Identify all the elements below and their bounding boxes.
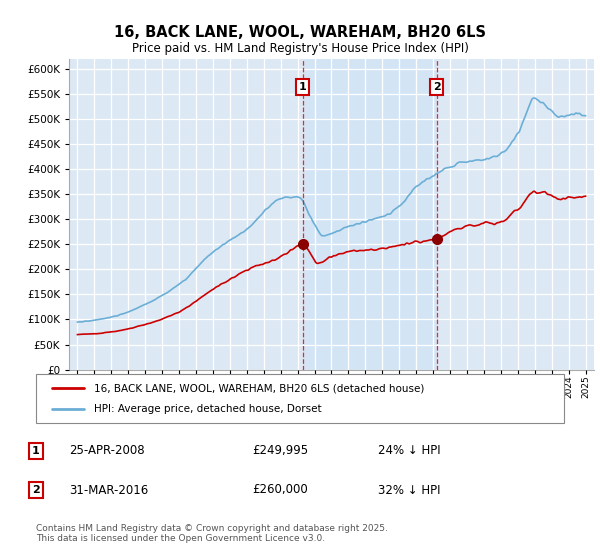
Text: 16, BACK LANE, WOOL, WAREHAM, BH20 6LS: 16, BACK LANE, WOOL, WAREHAM, BH20 6LS	[114, 25, 486, 40]
Text: 16, BACK LANE, WOOL, WAREHAM, BH20 6LS (detached house): 16, BACK LANE, WOOL, WAREHAM, BH20 6LS (…	[94, 383, 424, 393]
Text: 24% ↓ HPI: 24% ↓ HPI	[378, 444, 440, 458]
Text: HPI: Average price, detached house, Dorset: HPI: Average price, detached house, Dors…	[94, 404, 322, 414]
Text: 32% ↓ HPI: 32% ↓ HPI	[378, 483, 440, 497]
Text: 1: 1	[32, 446, 40, 456]
Text: 25-APR-2008: 25-APR-2008	[69, 444, 145, 458]
Text: 2: 2	[32, 485, 40, 495]
Text: 2: 2	[433, 82, 440, 92]
Text: Price paid vs. HM Land Registry's House Price Index (HPI): Price paid vs. HM Land Registry's House …	[131, 42, 469, 55]
Text: 1: 1	[299, 82, 307, 92]
Text: 31-MAR-2016: 31-MAR-2016	[69, 483, 148, 497]
Text: £249,995: £249,995	[252, 444, 308, 458]
Text: £260,000: £260,000	[252, 483, 308, 497]
Bar	[302, 59, 437, 370]
Text: Contains HM Land Registry data © Crown copyright and database right 2025.
This d: Contains HM Land Registry data © Crown c…	[36, 524, 388, 543]
